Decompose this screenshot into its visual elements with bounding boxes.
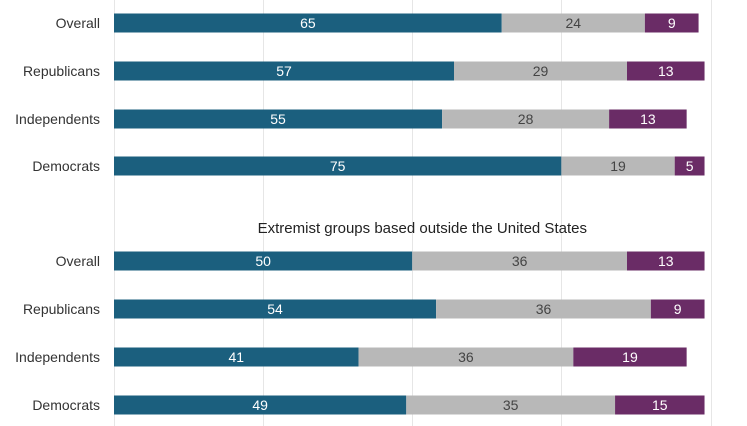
- bar-segment-3: [615, 395, 705, 415]
- bar-row: Democrats 49 35 15: [32, 395, 705, 415]
- data-label: 41: [228, 349, 244, 365]
- bar-segment-3: [626, 251, 705, 271]
- category-label: Overall: [56, 253, 100, 269]
- data-label: 13: [658, 63, 674, 79]
- bar-row: Republicans 57 29 13: [23, 61, 705, 81]
- data-label: 28: [518, 111, 534, 127]
- category-label: Republicans: [23, 63, 100, 79]
- data-label: 13: [658, 253, 674, 269]
- data-label: 36: [512, 253, 528, 269]
- data-label: 35: [503, 397, 519, 413]
- bar-segment-2: [442, 109, 610, 129]
- bar-segment-1: [114, 395, 407, 415]
- bar-segment-1: [114, 299, 437, 319]
- bar-segment-1: [114, 251, 413, 271]
- bar-segment-3: [674, 156, 705, 176]
- bar-segment-1: [114, 347, 359, 367]
- data-label: 55: [270, 111, 286, 127]
- panel-title: Extremist groups based outside the Unite…: [258, 220, 587, 237]
- bar-segment-3: [573, 347, 687, 367]
- bar-row: Independents 41 36 19: [15, 347, 687, 367]
- bar-row: Republicans 54 36 9: [23, 299, 705, 319]
- data-label: 13: [640, 111, 656, 127]
- category-label: Independents: [15, 349, 100, 365]
- category-label: Democrats: [32, 397, 100, 413]
- data-label: 50: [255, 253, 271, 269]
- bar-segment-1: [114, 109, 443, 129]
- bar-row: Independents 55 28 13: [15, 109, 687, 129]
- data-label: 54: [267, 301, 283, 317]
- data-label: 5: [686, 158, 694, 174]
- data-label: 65: [300, 15, 316, 31]
- category-label: Overall: [56, 15, 100, 31]
- data-label: 19: [610, 158, 626, 174]
- data-label: 36: [536, 301, 552, 317]
- bar-segment-3: [650, 299, 705, 319]
- bar-segment-2: [561, 156, 675, 176]
- bar-segment-2: [358, 347, 574, 367]
- bar-segment-1: [114, 61, 454, 81]
- data-label: 29: [533, 63, 549, 79]
- bar-row: Overall 65 24 9: [56, 13, 699, 33]
- bar-segment-2: [454, 61, 627, 81]
- data-label: 19: [622, 349, 638, 365]
- data-label: 15: [652, 397, 668, 413]
- data-label: 36: [458, 349, 474, 365]
- bar-segment-2: [501, 13, 645, 33]
- bar-segment-2: [436, 299, 651, 319]
- data-label: 75: [330, 158, 346, 174]
- data-label: 57: [276, 63, 292, 79]
- data-label: 24: [566, 15, 582, 31]
- bar-segment-2: [412, 251, 627, 271]
- bar-segment-3: [644, 13, 699, 33]
- category-label: Democrats: [32, 158, 100, 174]
- data-label: 9: [668, 15, 676, 31]
- bar-row: Overall 50 36 13: [56, 251, 705, 271]
- category-label: Independents: [15, 111, 100, 127]
- bar-segment-2: [406, 395, 616, 415]
- data-label: 9: [674, 301, 682, 317]
- bar-segment-3: [609, 109, 687, 129]
- category-label: Republicans: [23, 301, 100, 317]
- bar-segment-1: [114, 156, 562, 176]
- bar-segment-3: [626, 61, 705, 81]
- bar-segment-1: [114, 13, 502, 33]
- panel-2: Extremist groups based outside the Unite…: [15, 220, 705, 415]
- bar-row: Democrats 75 19 5: [32, 156, 705, 176]
- data-label: 49: [252, 397, 268, 413]
